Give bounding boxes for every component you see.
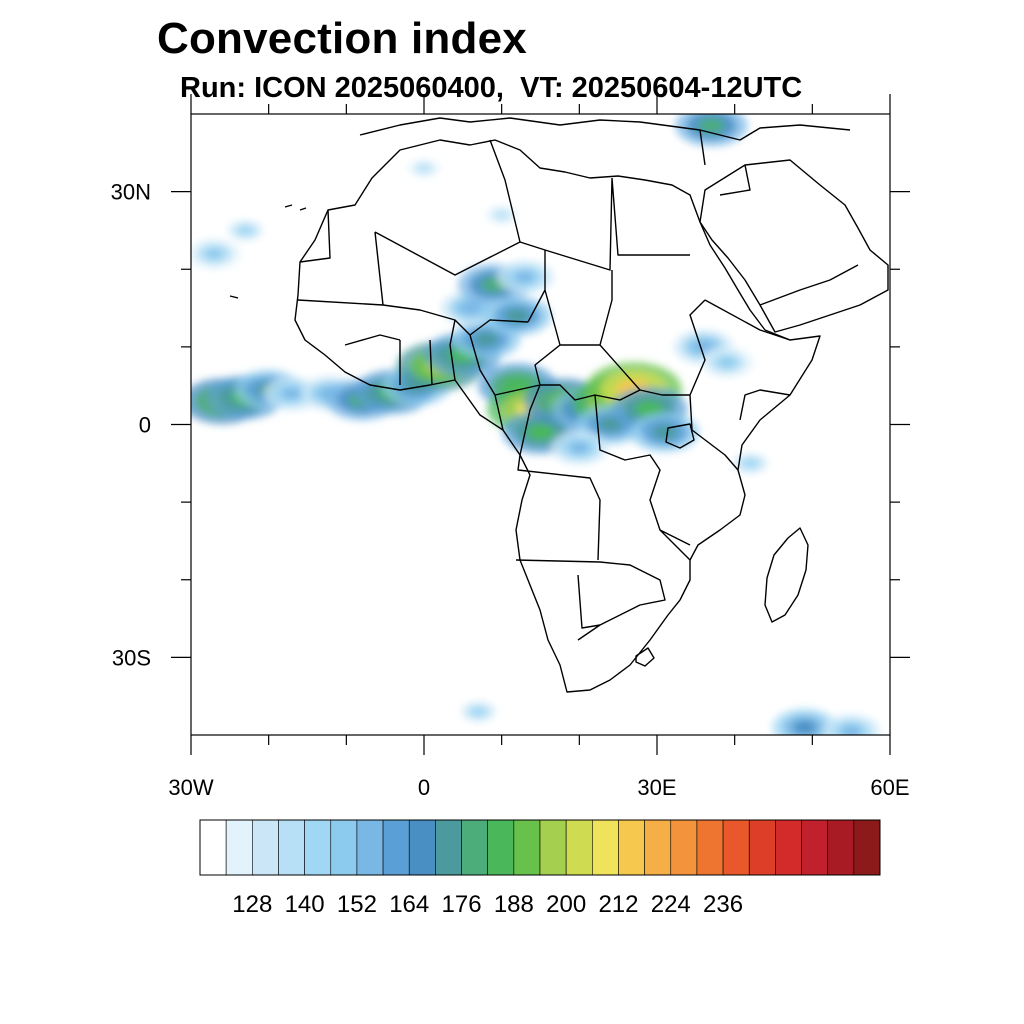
convection-cell: [717, 356, 737, 369]
convection-cell: [597, 417, 624, 432]
colorbar-swatch: [853, 819, 881, 876]
colorbar-swatch: [827, 819, 855, 876]
convection-cell: [281, 387, 303, 400]
colorbar: 128 140 152 164 176 188 200 212 224 236: [199, 819, 881, 918]
colorbar-swatch: [748, 819, 776, 876]
axis-ticks: [171, 94, 910, 755]
colorbar-label: 176: [442, 891, 482, 918]
convection-cell: [236, 225, 255, 236]
madagascar-coastline: [764, 527, 809, 623]
colorbar-label: 152: [337, 891, 377, 918]
colorbar-label: 224: [651, 891, 691, 918]
colorbar-swatch: [487, 819, 515, 876]
colorbar-swatch: [356, 819, 384, 876]
y-tick-label: 30S: [112, 645, 151, 670]
convection-cell: [469, 706, 488, 718]
colorbar-swatch: [670, 819, 698, 876]
colorbar-swatch: [435, 819, 462, 876]
colorbar-label: 200: [546, 891, 586, 918]
convection-field: [191, 114, 880, 735]
convection-cell: [568, 441, 590, 454]
political-borders: [297, 139, 859, 641]
colorbar-label: 140: [285, 891, 325, 918]
x-tick-label: 0: [418, 775, 430, 800]
colorbar-swatch: [696, 819, 724, 876]
africa-coastline: [294, 139, 821, 693]
colorbar-swatch: [513, 819, 541, 876]
convection-cell: [741, 457, 760, 469]
colorbar-swatch: [408, 819, 436, 876]
colorbar-swatch: [382, 819, 410, 876]
x-tick-label: 60E: [870, 775, 909, 800]
colorbar-swatch: [278, 819, 305, 876]
convection-cell: [652, 424, 678, 440]
y-tick-label: 0: [139, 413, 151, 438]
x-tick-label: 30E: [637, 775, 676, 800]
convection-cell: [692, 340, 715, 354]
convection-cell: [698, 117, 725, 134]
convection-cell: [526, 424, 555, 441]
convection-cell: [459, 301, 482, 315]
convection-cell: [635, 400, 664, 418]
convection-cell: [504, 308, 530, 324]
colorbar-swatch: [565, 819, 593, 876]
colorbar-swatch: [330, 819, 358, 876]
convection-cell: [493, 209, 511, 220]
colorbar-swatch: [539, 819, 567, 876]
colorbar-swatch: [618, 819, 645, 876]
colorbar-label: 188: [494, 891, 534, 918]
convection-cell: [473, 331, 499, 347]
chart-subtitle: Run: ICON 2025060400, VT: 20250604-12UTC: [180, 72, 803, 104]
colorbar-label: 164: [389, 891, 429, 918]
colorbar-swatch: [461, 819, 488, 876]
colorbar-swatch: [304, 819, 332, 876]
colorbar-swatch: [592, 819, 619, 876]
x-tick-label: 30W: [168, 775, 213, 800]
colorbar-label: 212: [598, 891, 638, 918]
colorbar-swatch: [644, 819, 672, 876]
colorbar-swatch: [801, 819, 828, 876]
colorbar-swatch: [225, 819, 253, 876]
y-tick-label: 30N: [111, 180, 151, 205]
convection-cell: [415, 163, 433, 174]
arabia-coastline: [699, 159, 889, 333]
colorbar-swatch: [775, 819, 802, 876]
convection-cell: [840, 724, 862, 735]
colorbar-swatch: [252, 819, 279, 876]
convection-cell: [792, 720, 817, 735]
chart-title: Convection index: [157, 14, 527, 63]
coastlines-and-borders: [229, 117, 889, 693]
convection-cell: [204, 247, 225, 260]
colorbar-label: 128: [232, 891, 272, 918]
colorbar-swatch: [722, 819, 750, 876]
lake-victoria: [665, 423, 695, 449]
convection-cell: [514, 270, 536, 284]
axis-tick-labels: 30W 0 30E 60E 30N 0 30S: [111, 180, 910, 800]
colorbar-swatch: [199, 819, 227, 876]
colorbar-label: 236: [703, 891, 743, 918]
colorbar-frame: [199, 819, 881, 876]
